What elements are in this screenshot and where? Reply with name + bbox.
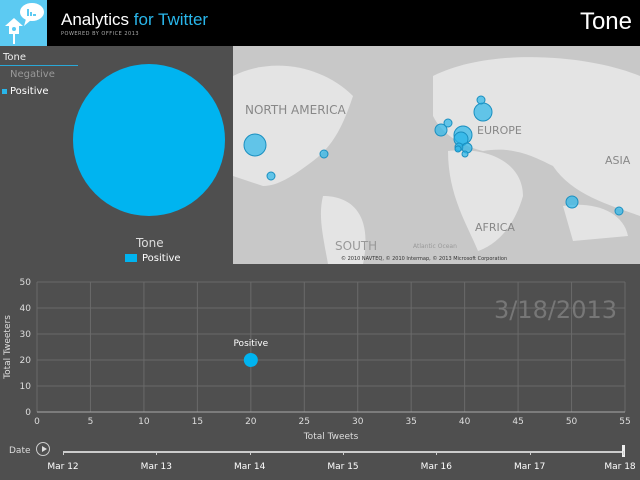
map-bubble [443,118,453,128]
app-title: Analytics for Twitter [61,10,208,30]
slicer-item-positive[interactable]: Positive [0,83,78,100]
timeline-date-label: Mar 15 [327,462,359,472]
legend-label: Positive [142,253,181,264]
timeline-date-label: Mar 16 [420,462,452,472]
map-label-south: SOUTH [335,239,377,253]
x-tick-label: 10 [138,417,150,427]
x-tick-label: 45 [512,417,523,427]
scatter-point [243,353,258,367]
map-bubble [319,149,329,159]
x-tick-label: 20 [245,417,257,427]
x-tick-label: 35 [405,417,416,427]
x-tick-label: 25 [299,417,310,427]
y-tick-label: 0 [25,408,31,418]
app-title-main: Analytics [61,10,130,29]
map-label-north-america: NORTH AMERICA [245,103,346,117]
play-icon[interactable] [36,442,50,456]
timeline-tick [623,451,624,455]
y-tick-label: 10 [20,382,32,392]
x-tick-label: 30 [352,417,364,427]
powered-by: POWERED BY OFFICE 2013 [61,31,140,37]
timeline-tick [156,451,158,455]
timeline-tick [343,451,344,455]
y-tick-label: 20 [20,356,32,366]
timeline-date-label: Mar 17 [514,462,546,472]
map-label-africa: AFRICA [475,221,515,234]
app-title-accent: for Twitter [133,10,209,29]
map-bubble [434,123,448,137]
timeline-date-label: Mar 13 [140,462,172,472]
y-tick-label: 30 [20,330,32,340]
map-bubble [476,95,486,105]
y-tick-label: 40 [20,304,32,314]
map-bubble [266,171,276,181]
y-axis-title: Total Tweeters [3,315,13,380]
map-bubble [473,102,493,122]
x-axis-title: Total Tweets [303,432,359,442]
y-tick-label: 50 [20,278,32,288]
map-bubble [565,195,579,209]
timeline-date-label: Mar 14 [234,462,266,472]
map-bubble [454,145,462,153]
map-label-asia: ASIA [605,154,631,167]
map-copyright: © 2010 NAVTEQ, © 2010 Intermap, © 2013 M… [341,256,508,262]
x-tick-label: 5 [88,417,94,427]
map[interactable]: NORTH AMERICA EUROPE ASIA AFRICA SOUTH A… [233,46,640,264]
timeline-tick [63,451,64,455]
header-bar: Analytics for Twitter POWERED BY OFFICE … [0,0,640,46]
map-label-atlantic: Atlantic Ocean [413,243,457,250]
x-tick-label: 15 [192,417,203,427]
x-tick-label: 55 [619,417,630,427]
pie-legend: Positive [125,253,181,264]
timeline-tick [529,451,531,455]
map-bubble [243,133,267,157]
slicer-item-negative[interactable]: Negative [10,69,55,80]
pie-title: Tone [136,236,164,250]
slicer-title: Tone [0,50,78,66]
x-tick-label: 50 [566,417,578,427]
x-tick-label: 40 [459,417,471,427]
map-bubble [614,206,624,216]
scatter-chart: 0 5 10 15 20 25 30 35 40 45 50 55 0 10 20 30 40 50 Total T… [3,278,631,442]
map-bubble [461,150,469,158]
page-title: Tone [579,8,632,35]
tone-slicer: Tone Negative Positive [0,50,78,100]
pie-slice-positive[interactable] [73,64,225,216]
play-axis-watermark: 3/18/2013 [494,296,617,324]
birdhouse-chat-icon [0,0,47,46]
legend-swatch [125,254,137,262]
timeline-date-label: Mar 18 [604,462,636,472]
map-label-europe: EUROPE [477,124,522,137]
timeline-date-label: Mar 12 [47,462,79,472]
date-label: Date [9,446,31,456]
x-tick-label: 0 [34,417,40,427]
point-label: Positive [233,339,268,349]
timeline-tick [249,451,251,455]
timeline-tick [436,451,438,455]
